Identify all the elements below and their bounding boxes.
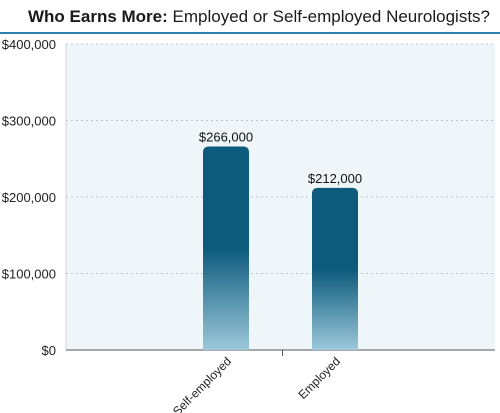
axes	[65, 44, 495, 356]
grid-lines	[66, 43, 495, 274]
chart-title: Who Earns More: Employed or Self-employe…	[28, 7, 490, 27]
chart-title-rest: Employed or Self-employed Neurologists?	[167, 7, 491, 26]
x-tick-label: Employed	[295, 354, 343, 402]
y-tick-label: $200,000	[2, 190, 56, 205]
y-axis-tick-labels: $0 $100,000 $200,000 $300,000 $400,000	[2, 37, 56, 358]
bar-self-employed	[203, 146, 249, 350]
y-tick-label: $300,000	[2, 114, 56, 129]
title-bar: Who Earns More: Employed or Self-employe…	[0, 0, 500, 34]
data-label: $212,000	[308, 171, 362, 186]
data-label: $266,000	[199, 130, 253, 145]
x-tick-label: Self-employed	[170, 354, 234, 413]
y-tick-label: $400,000	[2, 37, 56, 52]
plot-background	[66, 44, 495, 350]
bar-employed	[312, 187, 358, 350]
y-tick-label: $0	[42, 343, 56, 358]
chart-title-bold: Who Earns More:	[28, 7, 168, 26]
x-axis-tick-labels: Self-employed Employed	[170, 354, 343, 413]
bars	[203, 146, 358, 350]
data-labels: $266,000 $212,000	[199, 130, 362, 186]
y-tick-label: $100,000	[2, 267, 56, 282]
